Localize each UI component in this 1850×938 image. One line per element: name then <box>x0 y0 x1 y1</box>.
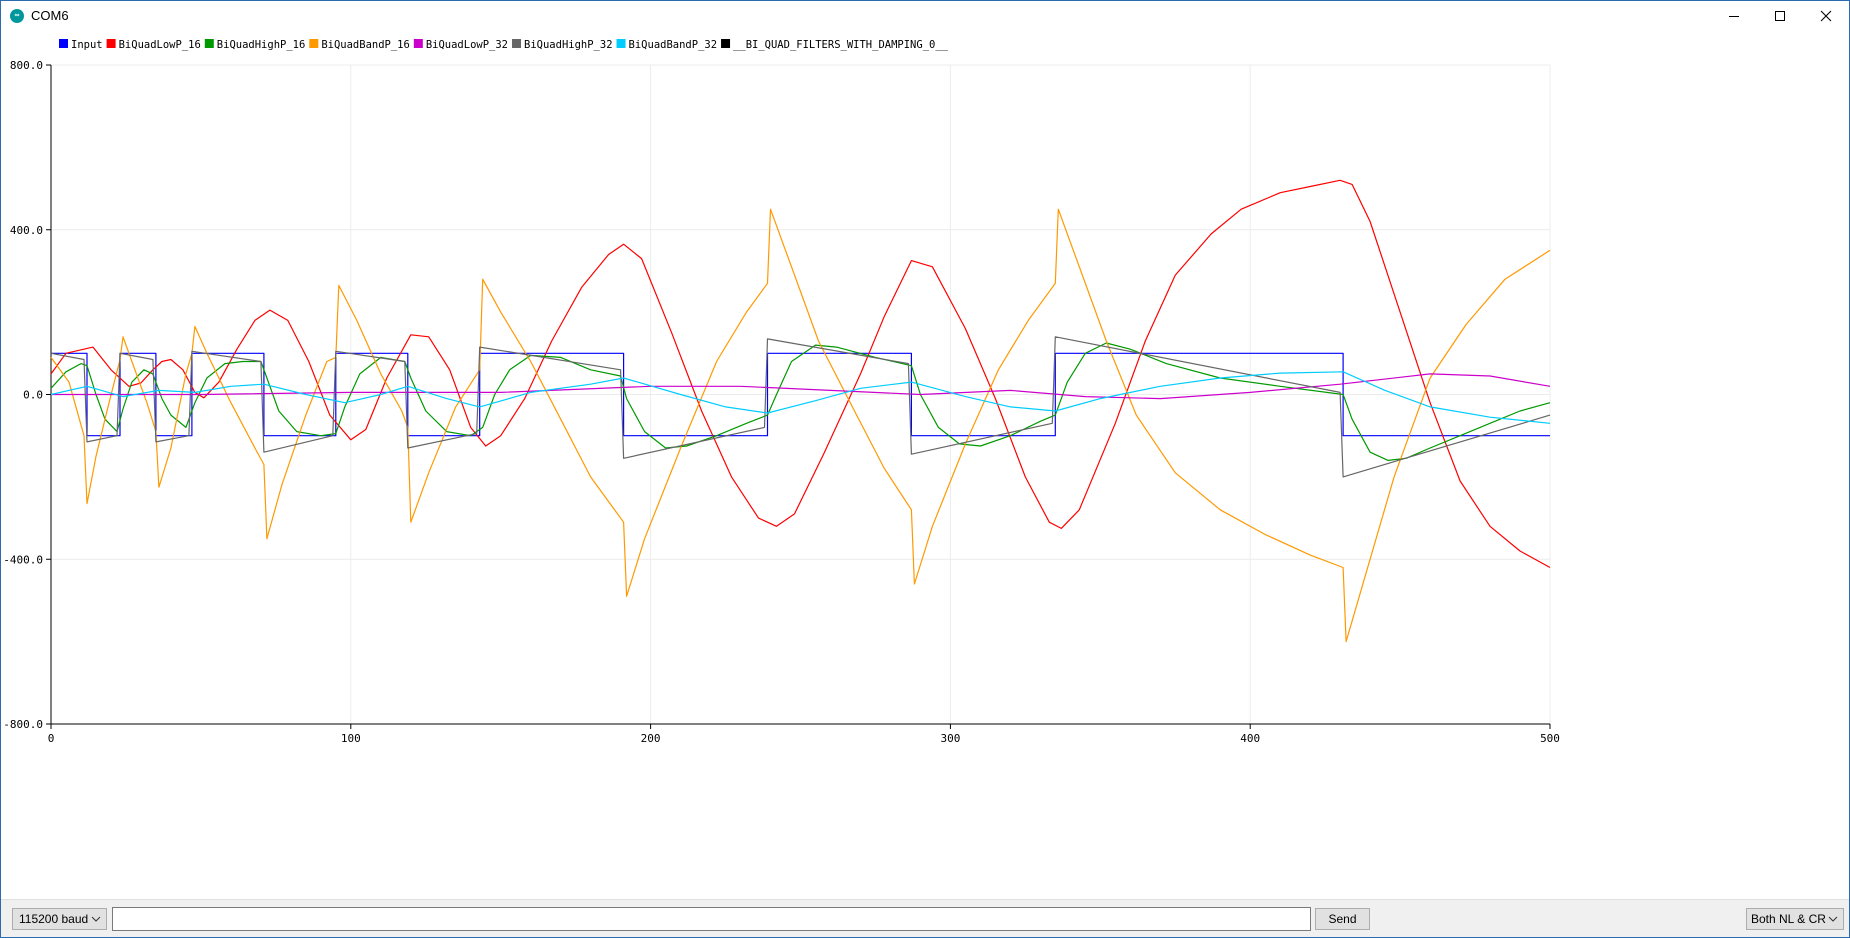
legend-label: BiQuadLowP_16 <box>119 39 201 51</box>
legend-swatch <box>616 39 626 48</box>
plot-axes: 0 100 200 300 400 500 800.0 400.0 0.0 -400.0 -800.… <box>3 59 1560 745</box>
legend-swatch <box>721 39 731 48</box>
plot-legend: Input BiQuadLowP_16 BiQuadHighP_16 BiQuadBa… <box>59 39 949 51</box>
legend-swatch <box>204 39 214 48</box>
legend-swatch <box>512 39 522 48</box>
maximize-button[interactable] <box>1757 1 1803 31</box>
legend-label: Input <box>71 39 103 51</box>
legend-label: __BI_QUAD_FILTERS_WITH_DAMPING_0__ <box>733 39 949 51</box>
y-tick-label: 800.0 <box>10 59 43 72</box>
arduino-icon: ∞ <box>10 9 24 23</box>
x-tick-label: 0 <box>48 732 55 745</box>
x-tick-label: 100 <box>341 732 361 745</box>
close-icon <box>1820 10 1832 22</box>
close-button[interactable] <box>1803 1 1849 31</box>
series-line-1 <box>50 179 1551 569</box>
legend-label: BiQuadHighP_16 <box>217 39 306 51</box>
legend-label: BiQuadBandP_16 <box>321 39 410 51</box>
plot-grid <box>50 64 1551 725</box>
baud-rate-value: 115200 baud <box>19 912 89 926</box>
line-ending-value: Both NL & CR <box>1751 912 1826 926</box>
baud-rate-select[interactable]: 115200 baud <box>12 908 107 930</box>
chevron-down-icon <box>1828 916 1838 922</box>
legend-label: BiQuadHighP_32 <box>524 39 613 51</box>
series-line-2 <box>50 342 1551 461</box>
series-line-0 <box>51 352 1550 437</box>
window-title: COM6 <box>31 8 69 23</box>
chevron-down-icon <box>91 916 101 922</box>
x-tick-label: 200 <box>641 732 661 745</box>
serial-plot: 0 100 200 300 400 500 800.0 400.0 0.0 -400.0 -800.… <box>3 39 1560 745</box>
x-tick-label: 300 <box>940 732 960 745</box>
legend-swatch <box>309 39 319 48</box>
series-line-6 <box>50 371 1551 424</box>
x-tick-label: 500 <box>1540 732 1560 745</box>
plot-series <box>50 179 1551 643</box>
line-ending-select[interactable]: Both NL & CR <box>1746 908 1844 930</box>
legend-swatch <box>413 39 423 48</box>
series-line-3 <box>50 208 1551 643</box>
legend-label: BiQuadBandP_32 <box>629 39 718 51</box>
legend-swatch <box>59 39 68 48</box>
y-tick-label: 400.0 <box>10 224 43 237</box>
bottom-toolbar: 115200 baud Send Both NL & CR <box>1 899 1849 937</box>
minimize-button[interactable] <box>1711 1 1757 31</box>
series-line-5 <box>50 336 1551 478</box>
legend-swatch <box>106 39 116 48</box>
title-bar: ∞ COM6 <box>1 1 1849 31</box>
y-tick-label: -800.0 <box>3 718 43 731</box>
send-input[interactable] <box>112 907 1311 931</box>
x-tick-label: 400 <box>1240 732 1260 745</box>
legend-label: BiQuadLowP_32 <box>426 39 508 51</box>
y-tick-label: 0.0 <box>23 389 43 402</box>
y-tick-label: -400.0 <box>3 553 43 566</box>
minimize-icon <box>1729 16 1739 17</box>
maximize-icon <box>1775 11 1785 21</box>
send-button[interactable]: Send <box>1315 908 1370 930</box>
